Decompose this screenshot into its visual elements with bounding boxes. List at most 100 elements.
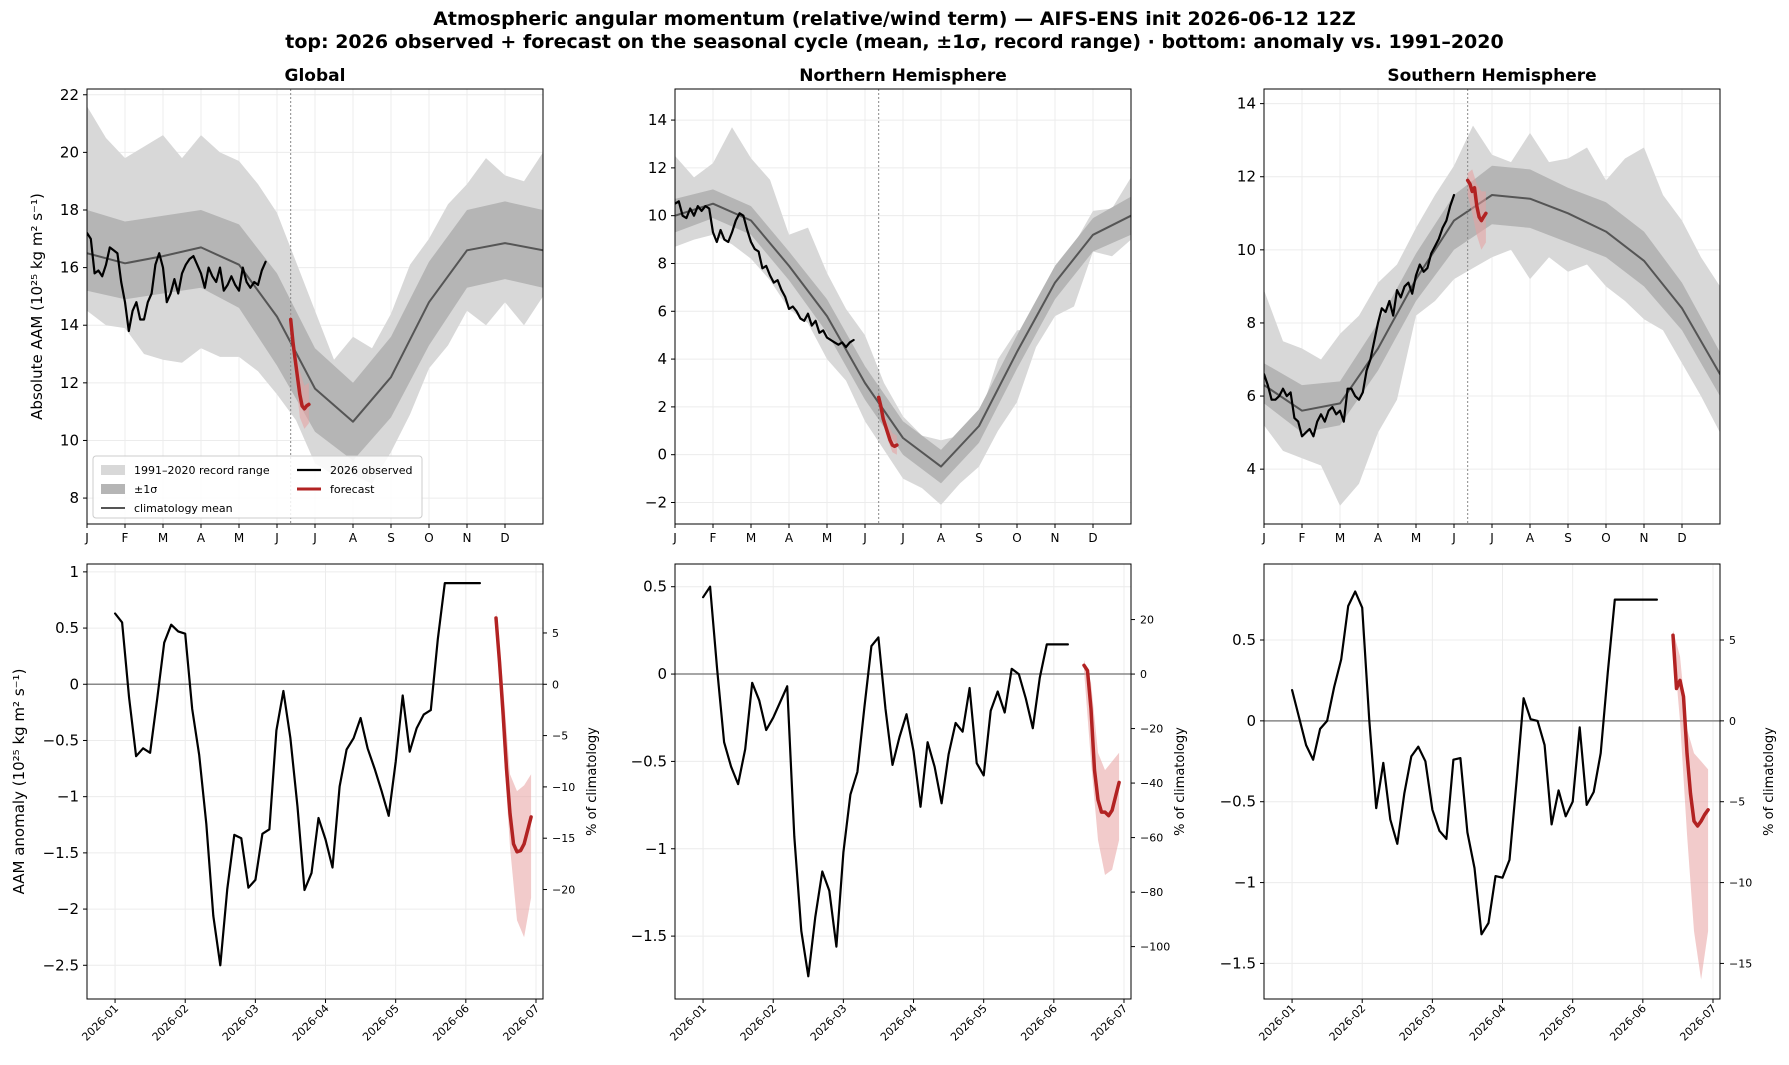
- observed-line: [1264, 193, 1456, 438]
- y-tick-label: −1: [1234, 874, 1256, 892]
- x-tick-label: O: [1012, 531, 1021, 545]
- plot-area: [1264, 89, 1720, 524]
- y-tick-label: −0.5: [43, 731, 79, 749]
- y2-tick-label: −10: [1729, 877, 1752, 890]
- forecast-line: [1082, 663, 1121, 818]
- panel-title: Global: [285, 66, 346, 86]
- y-tick-label: −2: [57, 900, 79, 918]
- y-tick-label: −2: [645, 493, 667, 511]
- axes-frame: [86, 563, 544, 1000]
- x-tick-label: D: [1677, 531, 1686, 545]
- legend-swatch-sigma: [101, 484, 125, 494]
- observed-line: [87, 231, 267, 333]
- y-axis-label: AAM anomaly (10²⁵ kg m² s⁻¹): [10, 669, 28, 895]
- x-tick-label: S: [1564, 531, 1572, 545]
- y-tick-label: 0.5: [643, 578, 667, 596]
- x-tick-label: J: [862, 531, 867, 545]
- y-tick-label: 1: [69, 563, 79, 581]
- y-tick-label: −1: [57, 788, 79, 806]
- x-tick-label: J: [1489, 531, 1494, 545]
- sigma-band: [675, 189, 1131, 484]
- y2-tick-label: −100: [1140, 941, 1170, 954]
- x-tick-label: A: [1526, 531, 1535, 545]
- x-tick-label: J: [1451, 531, 1456, 545]
- y2-tick-label: 20: [1140, 614, 1154, 627]
- y-tick-label: 14: [648, 111, 667, 129]
- y2-tick-label: −5: [1729, 796, 1745, 809]
- plot-area: [1264, 564, 1720, 999]
- legend: 1991–2020 record range ±1σ climatology mea…: [92, 455, 423, 519]
- x-tick-label: A: [937, 531, 946, 545]
- y-tick-label: 14: [1237, 95, 1256, 113]
- panel-bottom-global: −2.5 −2 −1.5 −1 −0.5 0 0.5 1 2026-01 2026-02 2026-…: [10, 563, 600, 1044]
- y-tick-label: 0: [657, 446, 667, 464]
- x-tick-label: M: [822, 531, 832, 545]
- x-tick-label: D: [1088, 531, 1097, 545]
- plot-area: [675, 564, 1131, 999]
- y2-tick-label: −15: [1729, 957, 1752, 970]
- plot-area: [87, 89, 543, 524]
- x-tick-label: 2026-05: [948, 1002, 990, 1044]
- x-tick-label: S: [975, 531, 983, 545]
- x-tick-label: 2026-06: [1607, 1002, 1649, 1044]
- ensemble-spread: [878, 394, 897, 455]
- ensemble-spread: [290, 310, 309, 429]
- y-tick-label: 2: [657, 398, 667, 416]
- climatology-mean-line: [675, 202, 1131, 468]
- legend-label: forecast: [330, 483, 375, 496]
- x-tick-label: 2026-01: [79, 1002, 121, 1044]
- y2-tick-label: −5: [552, 730, 568, 743]
- plot-area: [87, 564, 543, 999]
- x-tick-label: O: [1601, 531, 1610, 545]
- y-tick-label: 0: [69, 675, 79, 693]
- y2-tick-label: −15: [552, 832, 575, 845]
- x-tick-label: J: [1261, 531, 1266, 545]
- y2-tick-label: −60: [1140, 832, 1163, 845]
- x-tick-label: 2026-01: [667, 1002, 709, 1044]
- figure-subtitle: top: 2026 observed + forecast on the sea…: [285, 31, 1504, 53]
- x-tick-label: J: [900, 531, 905, 545]
- x-tick-label: M: [1335, 531, 1345, 545]
- panel-top-nh: −2 0 2 4 6 8 10 12 14 J F M A M J J A S O N D Northern Hemisp…: [645, 66, 1132, 545]
- panel-bottom-sh: −1.5 −1 −0.5 0 0.5 2026-01 2026-02 2026-03 2026-…: [1220, 563, 1777, 1044]
- legend-swatch-record-range: [101, 465, 125, 475]
- x-tick-label: 2026-04: [1467, 1002, 1509, 1044]
- x-tick-label: 2026-05: [1537, 1002, 1579, 1044]
- legend-frame: [92, 455, 423, 519]
- y-tick-label: −2.5: [43, 956, 79, 974]
- legend-label: ±1σ: [134, 483, 157, 496]
- y-tick-label: 12: [648, 159, 667, 177]
- y2-axis-label: % of climatology: [585, 727, 600, 836]
- x-tick-label: 2026-01: [1256, 1002, 1298, 1044]
- panel-top-global: 8 10 12 14 16 18 20 22 J F M A M J J A S O N D Global Absolut…: [28, 66, 544, 545]
- y-tick-label: 8: [657, 254, 667, 272]
- x-tick-label: J: [312, 531, 317, 545]
- legend-label: climatology mean: [134, 502, 233, 515]
- y-tick-label: 4: [657, 350, 667, 368]
- x-tick-label: A: [197, 531, 206, 545]
- forecast-line: [1465, 178, 1488, 223]
- forecast-line: [288, 317, 311, 411]
- x-tick-label: N: [1640, 531, 1649, 545]
- y2-tick-label: 0: [552, 678, 559, 691]
- x-tick-label: A: [785, 531, 794, 545]
- y-tick-label: 12: [1237, 168, 1256, 186]
- y-tick-label: −1.5: [1220, 954, 1256, 972]
- climatology-mean-line: [87, 242, 543, 423]
- y-tick-label: 0: [657, 665, 667, 683]
- x-tick-label: J: [274, 531, 279, 545]
- x-tick-label: J: [84, 531, 89, 545]
- y2-tick-label: 0: [1140, 668, 1147, 681]
- forecast-line: [1671, 633, 1710, 828]
- y2-tick-label: 5: [552, 627, 559, 640]
- panel-bottom-nh: −1.5 −1 −0.5 0 0.5 2026-01 2026-02 2026-03 2026-…: [631, 563, 1188, 1044]
- legend-label: 1991–2020 record range: [134, 464, 270, 477]
- forecast-line: [876, 395, 899, 449]
- x-tick-label: A: [1374, 531, 1383, 545]
- y-tick-label: 18: [60, 201, 79, 219]
- y-tick-label: 14: [60, 316, 79, 334]
- axes-frame: [674, 563, 1132, 1000]
- y-tick-label: −1.5: [43, 844, 79, 862]
